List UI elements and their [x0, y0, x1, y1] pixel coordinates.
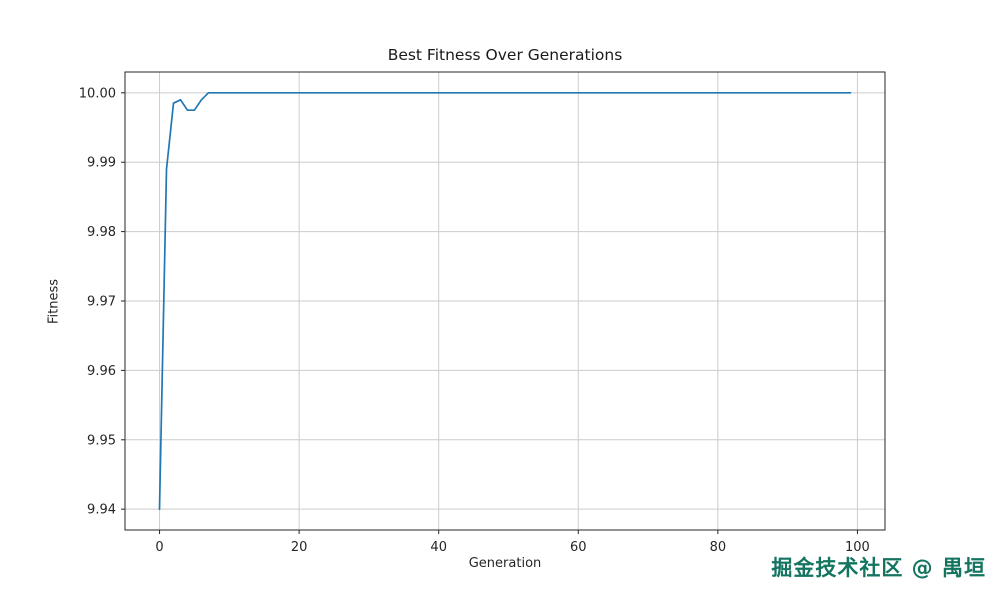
- y-tick-label: 10.00: [79, 86, 116, 101]
- watermark: 掘金技术社区 @ 禺垣: [771, 556, 986, 580]
- x-tick-label: 80: [710, 540, 727, 555]
- x-axis-label: Generation: [468, 556, 542, 571]
- x-tick-label: 60: [570, 540, 587, 555]
- y-tick-label: 9.98: [87, 225, 116, 240]
- x-tick-label: 100: [845, 540, 870, 555]
- plot-border: [124, 71, 886, 531]
- x-tick-label: 40: [430, 540, 447, 555]
- y-tick-label: 9.95: [87, 433, 116, 448]
- x-tick-label: 0: [155, 540, 163, 555]
- y-tick-label: 9.99: [87, 156, 116, 171]
- x-tick-label: 20: [291, 540, 308, 555]
- y-tick-label: 9.96: [87, 364, 116, 379]
- series-line-best_fitness: [158, 91, 852, 511]
- y-tick-label: 9.97: [87, 295, 116, 310]
- chart-title: Best Fitness Over Generations: [387, 46, 623, 64]
- y-tick-label: 9.94: [87, 503, 116, 518]
